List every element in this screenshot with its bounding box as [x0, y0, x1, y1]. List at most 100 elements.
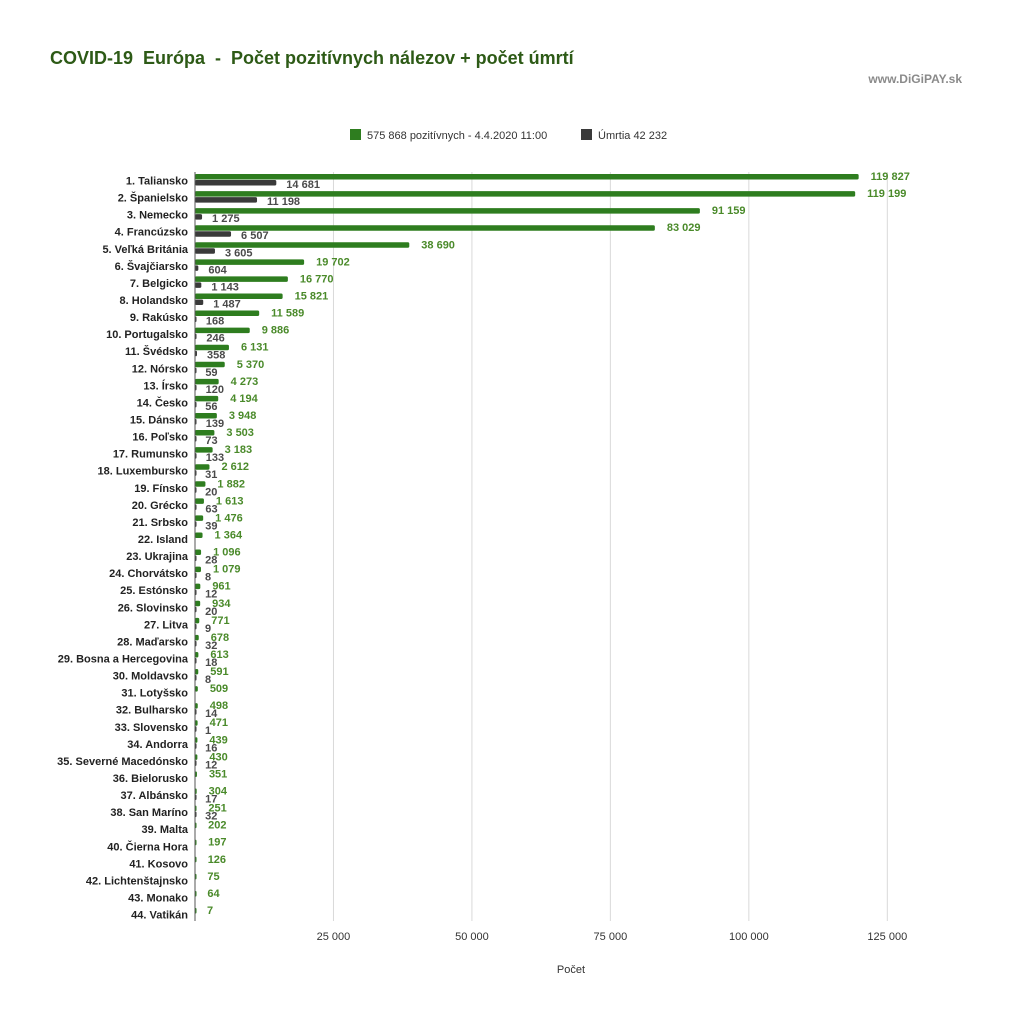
bar-deaths: [195, 214, 203, 220]
legend-swatch-positive: [350, 129, 361, 140]
data-label-positive: 509: [210, 683, 228, 695]
bar-positive: [195, 583, 201, 590]
data-label-positive: 6 131: [241, 342, 269, 354]
bar-positive: [195, 242, 410, 248]
data-label-deaths: 358: [207, 350, 225, 362]
data-label-positive: 3 183: [225, 444, 253, 456]
data-label-deaths: 56: [205, 401, 217, 413]
data-label-positive: 771: [211, 615, 229, 627]
data-label-positive: 1 079: [213, 564, 241, 576]
category-labels: 1. Taliansko 2. Španielsko 3. Nemecko 4. Fr…: [57, 176, 189, 922]
x-tick-label: 75 000: [594, 931, 628, 943]
bar-positive: [195, 515, 204, 521]
bar-positive: [195, 310, 260, 317]
category-label: 25. Estónsko: [120, 585, 188, 597]
bar-positive: [195, 737, 198, 743]
category-label: 23. Ukrajina: [126, 551, 189, 563]
bar-positive: [195, 412, 217, 419]
category-label: 21. Srbsko: [132, 517, 188, 529]
legend-label-deaths: Úmrtia 42 232: [598, 129, 667, 142]
data-label-positive: 38 690: [421, 239, 455, 251]
data-label-positive: 1 882: [217, 478, 245, 490]
bar-positive: [195, 566, 201, 573]
data-label-deaths: 8: [205, 572, 211, 584]
category-label: 41. Kosovo: [129, 858, 188, 870]
data-label-positive: 91 159: [712, 205, 746, 217]
data-label-deaths: 8: [205, 674, 211, 686]
category-label: 44. Vatikán: [131, 910, 188, 922]
data-label-positive: 75: [207, 871, 219, 883]
bar-positive: [195, 225, 655, 231]
category-label: 7. Belgicko: [130, 278, 188, 290]
data-label-deaths: 73: [205, 435, 217, 447]
data-label-positive: 934: [212, 598, 231, 610]
data-label-positive: 202: [208, 820, 226, 832]
bar-positive: [195, 481, 206, 487]
category-label: 26. Slovinsko: [118, 602, 189, 614]
data-label-deaths: 139: [206, 418, 224, 430]
bar-positive: [195, 430, 215, 436]
category-label: 37. Albánsko: [121, 790, 189, 802]
x-axis-title: Počet: [557, 964, 585, 976]
data-label-deaths: 12: [205, 759, 217, 771]
bar-positive: [195, 259, 305, 265]
data-label-deaths: 20: [205, 606, 217, 618]
category-label: 27. Litva: [144, 619, 189, 631]
data-label-positive: 591: [210, 666, 228, 678]
data-label-deaths: 63: [205, 503, 217, 515]
category-label: 29. Bosna a Hercegovina: [58, 653, 189, 665]
category-label: 19. Fínsko: [134, 483, 188, 495]
category-label: 14. Česko: [137, 396, 189, 409]
data-label-deaths: 3 605: [225, 247, 253, 259]
x-tick-label: 50 000: [455, 931, 489, 943]
category-label: 8. Holandsko: [120, 295, 189, 307]
data-label-positive: 5 370: [237, 359, 265, 371]
data-label-positive: 678: [211, 632, 229, 644]
category-label: 18. Luxembursko: [98, 466, 189, 478]
data-label-positive: 961: [212, 581, 230, 593]
category-label: 17. Rumunsko: [113, 449, 188, 461]
category-label: 16. Poľsko: [132, 432, 188, 444]
category-label: 9. Rakúsko: [130, 312, 188, 324]
gridlines: [332, 172, 888, 921]
bar-positive: [195, 549, 202, 556]
data-label-deaths: 604: [208, 264, 227, 276]
category-label: 31. Lotyšsko: [121, 688, 188, 700]
bar-positive: [195, 617, 200, 624]
data-label-positive: 197: [208, 837, 226, 849]
data-label-positive: 1 096: [213, 547, 241, 559]
data-label-positive: 7: [207, 905, 213, 917]
data-label-positive: 1 476: [215, 512, 243, 524]
category-label: 1. Taliansko: [126, 176, 188, 188]
legend-label-positive: 575 868 pozitívnych - 4.4.2020 11:00: [367, 130, 547, 142]
data-label-deaths: 59: [205, 367, 217, 379]
data-label-positive: 16 770: [300, 273, 334, 285]
data-label-positive: 119 199: [867, 188, 906, 200]
data-label-deaths: 17: [205, 794, 217, 806]
category-label: 3. Nemecko: [127, 210, 188, 222]
category-label: 5. Veľká Británia: [102, 244, 188, 256]
data-label-positive: 251: [208, 803, 226, 815]
data-label-deaths: 133: [206, 452, 224, 464]
category-label: 20. Grécko: [132, 500, 189, 512]
data-label-positive: 498: [210, 700, 228, 712]
bar-positive: [195, 498, 204, 504]
bar-deaths: [195, 180, 277, 186]
data-label-positive: 471: [210, 717, 228, 729]
category-label: 33. Slovensko: [115, 722, 189, 734]
data-label-deaths: 168: [206, 316, 224, 328]
bar-positive: [195, 395, 219, 402]
data-label-deaths: 32: [205, 640, 217, 652]
category-label: 35. Severné Macedónsko: [57, 756, 188, 768]
legend-swatch-deaths: [581, 129, 592, 140]
category-label: 38. San Maríno: [110, 807, 188, 819]
bar-deaths: [195, 265, 199, 271]
data-label-positive: 1 364: [215, 529, 243, 541]
data-label-positive: 15 821: [295, 290, 329, 302]
x-tick-label: 125 000: [867, 931, 907, 943]
bar-positive: [195, 378, 219, 385]
data-label-positive: 430: [209, 751, 227, 763]
category-label: 42. Lichtenštajnsko: [86, 875, 188, 887]
data-label-deaths: 11 198: [267, 196, 300, 208]
data-label-deaths: 1 143: [211, 281, 239, 293]
